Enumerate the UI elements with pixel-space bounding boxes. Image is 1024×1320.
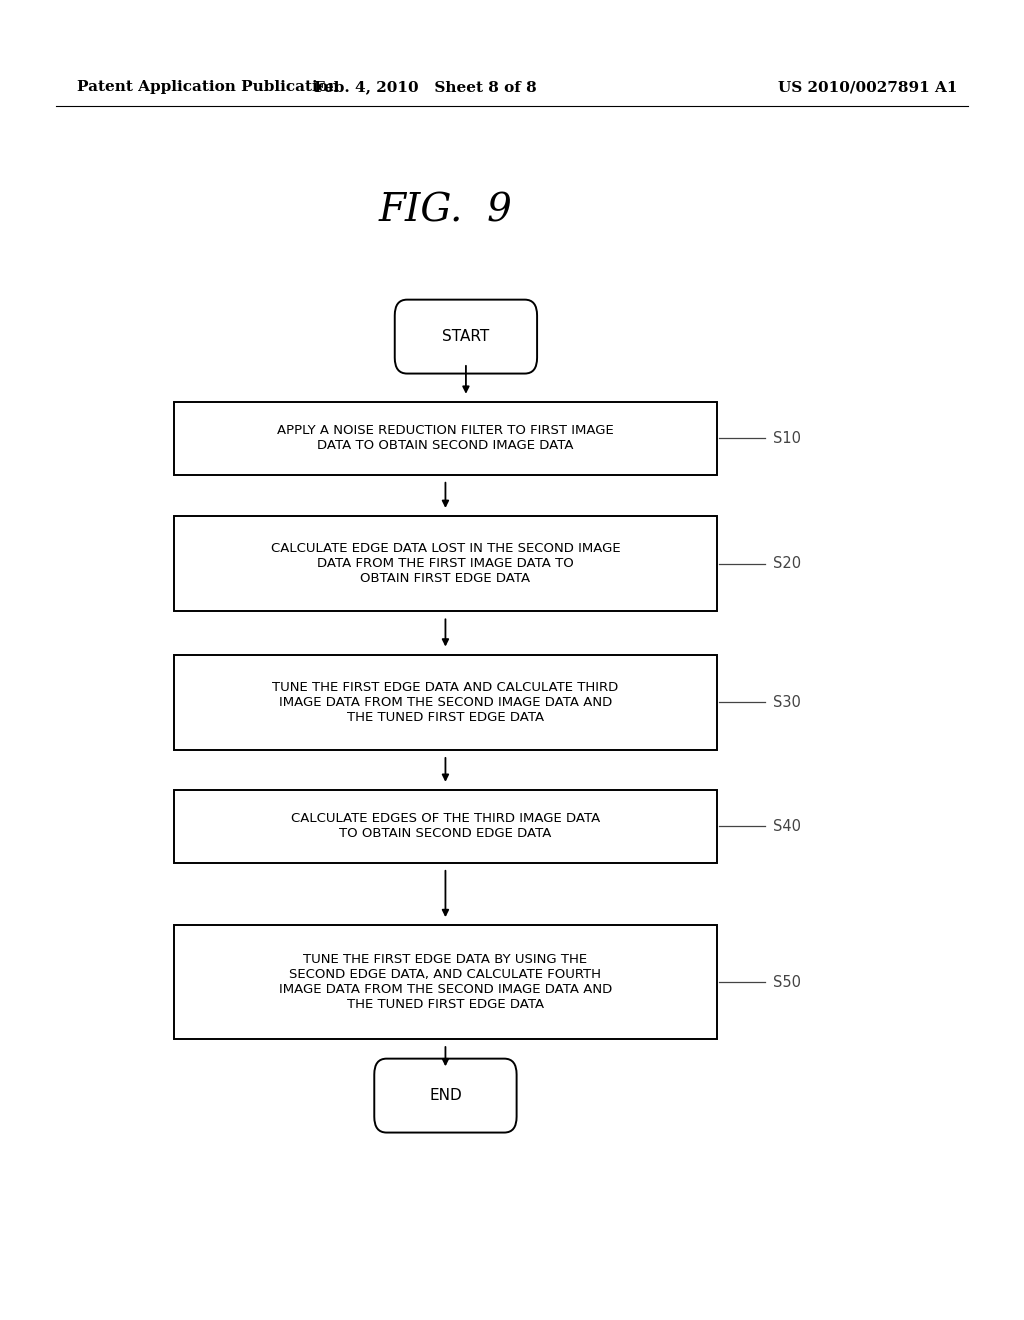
Bar [174,401,717,474]
FancyBboxPatch shape [395,300,537,374]
Text: Patent Application Publication: Patent Application Publication [77,81,339,94]
Text: Feb. 4, 2010   Sheet 8 of 8: Feb. 4, 2010 Sheet 8 of 8 [313,81,537,94]
Text: END: END [429,1088,462,1104]
Text: CALCULATE EDGE DATA LOST IN THE SECOND IMAGE
DATA FROM THE FIRST IMAGE DATA TO
O: CALCULATE EDGE DATA LOST IN THE SECOND I… [270,543,621,585]
Text: TUNE THE FIRST EDGE DATA BY USING THE
SECOND EDGE DATA, AND CALCULATE FOURTH
IMA: TUNE THE FIRST EDGE DATA BY USING THE SE… [279,953,612,1011]
Text: US 2010/0027891 A1: US 2010/0027891 A1 [778,81,957,94]
Bar [174,789,717,863]
Text: S20: S20 [773,556,801,572]
FancyBboxPatch shape [375,1059,516,1133]
Bar [174,925,717,1039]
Text: TUNE THE FIRST EDGE DATA AND CALCULATE THIRD
IMAGE DATA FROM THE SECOND IMAGE DA: TUNE THE FIRST EDGE DATA AND CALCULATE T… [272,681,618,723]
Text: S50: S50 [773,974,801,990]
Text: APPLY A NOISE REDUCTION FILTER TO FIRST IMAGE
DATA TO OBTAIN SECOND IMAGE DATA: APPLY A NOISE REDUCTION FILTER TO FIRST … [278,424,613,453]
Text: S10: S10 [773,430,801,446]
Text: S30: S30 [773,694,801,710]
Text: CALCULATE EDGES OF THE THIRD IMAGE DATA
TO OBTAIN SECOND EDGE DATA: CALCULATE EDGES OF THE THIRD IMAGE DATA … [291,812,600,841]
Bar [174,655,717,750]
Text: FIG.  9: FIG. 9 [379,193,512,230]
Text: START: START [442,329,489,345]
Text: S40: S40 [773,818,801,834]
Bar [174,516,717,611]
